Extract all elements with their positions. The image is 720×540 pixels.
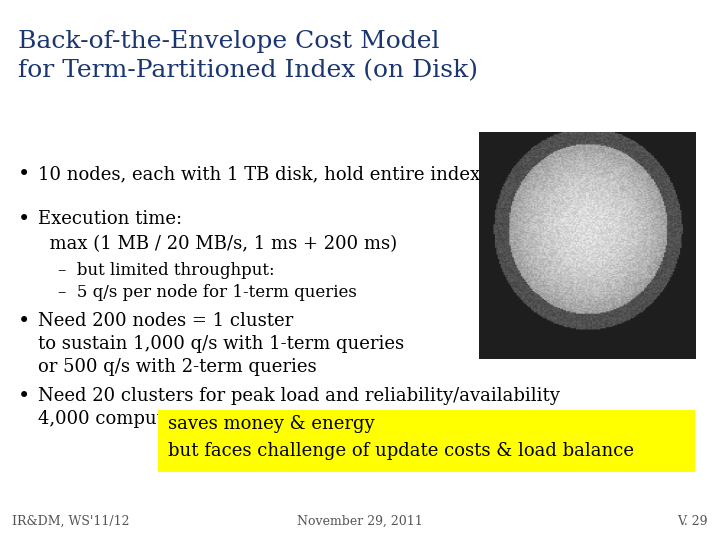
Text: to sustain 1,000 q/s with 1-term queries: to sustain 1,000 q/s with 1-term queries: [38, 335, 404, 353]
Text: max (1 MB / 20 MB/s, 1 ms + 200 ms): max (1 MB / 20 MB/s, 1 ms + 200 ms): [38, 235, 397, 253]
Text: •: •: [18, 312, 30, 331]
FancyBboxPatch shape: [158, 410, 695, 472]
Text: Need 200 nodes = 1 cluster: Need 200 nodes = 1 cluster: [38, 312, 293, 330]
Text: IR&DM, WS'11/12: IR&DM, WS'11/12: [12, 515, 130, 528]
Text: Back-of-the-Envelope Cost Model
for Term-Partitioned Index (on Disk): Back-of-the-Envelope Cost Model for Term…: [18, 30, 478, 82]
Text: 4,000 computers → $ 6 Mio = 4,000 x ($1,000 + $500): 4,000 computers → $ 6 Mio = 4,000 x ($1,…: [38, 410, 537, 428]
Text: November 29, 2011: November 29, 2011: [297, 515, 423, 528]
Text: 10 nodes, each with 1 TB disk, hold entire index: 10 nodes, each with 1 TB disk, hold enti…: [38, 165, 480, 183]
Text: Need 20 clusters for peak load and reliability/availability: Need 20 clusters for peak load and relia…: [38, 387, 560, 405]
Text: –  but limited throughput:: – but limited throughput:: [58, 262, 274, 279]
Text: •: •: [18, 387, 30, 406]
Text: Execution time:: Execution time:: [38, 210, 182, 228]
Text: or 500 q/s with 2-term queries: or 500 q/s with 2-term queries: [38, 358, 317, 376]
Text: –  5 q/s per node for 1-term queries: – 5 q/s per node for 1-term queries: [58, 284, 357, 301]
Text: •: •: [18, 165, 30, 184]
Text: V. 29: V. 29: [678, 515, 708, 528]
Text: •: •: [18, 210, 30, 229]
Text: but faces challenge of update costs & load balance: but faces challenge of update costs & lo…: [168, 442, 634, 460]
Text: saves money & energy: saves money & energy: [168, 415, 374, 433]
